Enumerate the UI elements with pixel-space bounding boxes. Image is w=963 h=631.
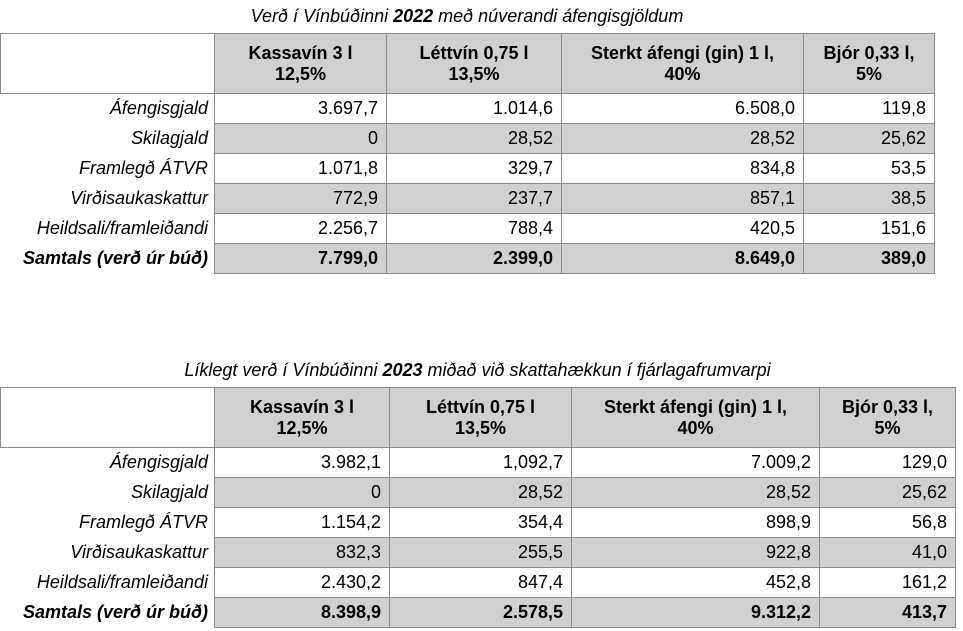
total-row: Samtals (verð úr búð) 8.398,9 2.578,5 9.…: [0, 597, 956, 628]
table-row: Framlegð ÁTVR 1.154,2 354,4 898,9 56,8: [0, 507, 956, 538]
table-cell: 119,8: [803, 93, 935, 124]
table-cell: 53,5: [803, 153, 935, 184]
total-cell: 8.649,0: [561, 243, 804, 274]
table-cell: 1.014,6: [386, 93, 562, 124]
row-label: Heildsali/framleiðandi: [0, 213, 215, 244]
total-row: Samtals (verð úr búð) 7.799,0 2.399,0 8.…: [0, 243, 935, 274]
total-cell: 7.799,0: [214, 243, 387, 274]
table-row: Heildsali/framleiðandi 2.430,2 847,4 452…: [0, 567, 956, 598]
table-cell: 237,7: [386, 183, 562, 214]
table-cell: 788,4: [386, 213, 562, 244]
total-label: Samtals (verð úr búð): [0, 597, 215, 628]
table2-col-header: Bjór 0,33 l, 5%: [819, 387, 956, 448]
row-label: Áfengisgjald: [0, 447, 215, 478]
table-cell: 922,8: [571, 537, 820, 568]
table-row: Skilagjald 0 28,52 28,52 25,62: [0, 477, 956, 508]
table-cell: 1.154,2: [214, 507, 390, 538]
table-cell: 151,6: [803, 213, 935, 244]
table-row: Áfengisgjald 3.697,7 1.014,6 6.508,0 119…: [0, 93, 935, 124]
table-cell: 6.508,0: [561, 93, 804, 124]
table-cell: 2.256,7: [214, 213, 387, 244]
table2-col-header: Kassavín 3 l 12,5%: [214, 387, 390, 448]
table-cell: 255,5: [389, 537, 572, 568]
total-cell: 2.578,5: [389, 597, 572, 628]
table-cell: 1,092,7: [389, 447, 572, 478]
table-cell: 0: [214, 123, 387, 154]
table-row: Skilagjald 0 28,52 28,52 25,62: [0, 123, 935, 154]
total-cell: 8.398,9: [214, 597, 390, 628]
table-row: Virðisaukaskattur 772,9 237,7 857,1 38,5: [0, 183, 935, 214]
row-label: Heildsali/framleiðandi: [0, 567, 215, 598]
table-cell: 56,8: [819, 507, 956, 538]
row-label: Framlegð ÁTVR: [0, 153, 215, 184]
table-cell: 857,1: [561, 183, 804, 214]
table1-caption-post: með núverandi áfengisgjöldum: [433, 6, 684, 26]
row-label: Skilagjald: [0, 123, 215, 154]
table1-caption-pre: Verð í Vínbúðinni: [250, 6, 394, 26]
total-cell: 9.312,2: [571, 597, 820, 628]
table-cell: 28,52: [561, 123, 804, 154]
table2-caption-year: 2023: [382, 360, 423, 380]
table2-col-header: Sterkt áfengi (gin) 1 l, 40%: [571, 387, 820, 448]
row-label: Framlegð ÁTVR: [0, 507, 215, 538]
table-cell: 2.430,2: [214, 567, 390, 598]
total-cell: 389,0: [803, 243, 935, 274]
row-label: Virðisaukaskattur: [0, 183, 215, 214]
table1-caption-year: 2022: [393, 6, 434, 26]
table-row: Virðisaukaskattur 832,3 255,5 922,8 41,0: [0, 537, 956, 568]
price-table-2023: Kassavín 3 l 12,5% Léttvín 0,75 l 13,5% St…: [0, 387, 956, 628]
table-cell: 3.697,7: [214, 93, 387, 124]
table-cell: 28,52: [571, 477, 820, 508]
row-label: Virðisaukaskattur: [0, 537, 215, 568]
price-table-2022: Kassavín 3 l 12,5% Léttvín 0,75 l 13,5% St…: [0, 33, 935, 274]
table-cell: 28,52: [389, 477, 572, 508]
table-row: Framlegð ÁTVR 1.071,8 329,7 834,8 53,5: [0, 153, 935, 184]
table-cell: 354,4: [389, 507, 572, 538]
table-cell: 25,62: [819, 477, 956, 508]
table-cell: 3.982,1: [214, 447, 390, 478]
table-cell: 0: [214, 477, 390, 508]
table1-col-header: Léttvín 0,75 l 13,5%: [386, 33, 562, 94]
table-cell: 129,0: [819, 447, 956, 478]
table-cell: 28,52: [386, 123, 562, 154]
table-row: Heildsali/framleiðandi 2.256,7 788,4 420…: [0, 213, 935, 244]
table2-caption-post: miðað við skattahækkun í fjárlagafrumvar…: [422, 360, 771, 380]
table-cell: 452,8: [571, 567, 820, 598]
row-label: Skilagjald: [0, 477, 215, 508]
table1-col-header: Sterkt áfengi (gin) 1 l, 40%: [561, 33, 804, 94]
table-cell: 834,8: [561, 153, 804, 184]
table-cell: 832,3: [214, 537, 390, 568]
table1-col-header: Kassavín 3 l 12,5%: [214, 33, 387, 94]
table-cell: 420,5: [561, 213, 804, 244]
table1-col-header: Bjór 0,33 l, 5%: [803, 33, 935, 94]
table-cell: 847,4: [389, 567, 572, 598]
table-cell: 38,5: [803, 183, 935, 214]
table1-caption: Verð í Vínbúðinni 2022 með núverandi áfe…: [0, 6, 934, 27]
total-label: Samtals (verð úr búð): [0, 243, 215, 274]
table1-corner: [0, 33, 215, 94]
table-cell: 25,62: [803, 123, 935, 154]
table-cell: 772,9: [214, 183, 387, 214]
table-cell: 7.009,2: [571, 447, 820, 478]
table2-col-header: Léttvín 0,75 l 13,5%: [389, 387, 572, 448]
table1-header-row: Kassavín 3 l 12,5% Léttvín 0,75 l 13,5% St…: [0, 33, 935, 94]
row-label: Áfengisgjald: [0, 93, 215, 124]
table2-caption-pre: Líklegt verð í Vínbúðinni: [184, 360, 383, 380]
table-cell: 898,9: [571, 507, 820, 538]
table-cell: 161,2: [819, 567, 956, 598]
table2-header-row: Kassavín 3 l 12,5% Léttvín 0,75 l 13,5% St…: [0, 387, 956, 448]
total-cell: 413,7: [819, 597, 956, 628]
table-cell: 1.071,8: [214, 153, 387, 184]
table-cell: 41,0: [819, 537, 956, 568]
total-cell: 2.399,0: [386, 243, 562, 274]
table2-caption: Líklegt verð í Vínbúðinni 2023 miðað við…: [0, 360, 955, 381]
table-row: Áfengisgjald 3.982,1 1,092,7 7.009,2 129…: [0, 447, 956, 478]
table-cell: 329,7: [386, 153, 562, 184]
table2-corner: [0, 387, 215, 448]
